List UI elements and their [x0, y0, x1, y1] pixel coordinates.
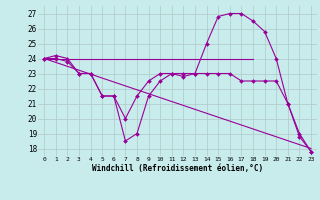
X-axis label: Windchill (Refroidissement éolien,°C): Windchill (Refroidissement éolien,°C) [92, 164, 263, 173]
